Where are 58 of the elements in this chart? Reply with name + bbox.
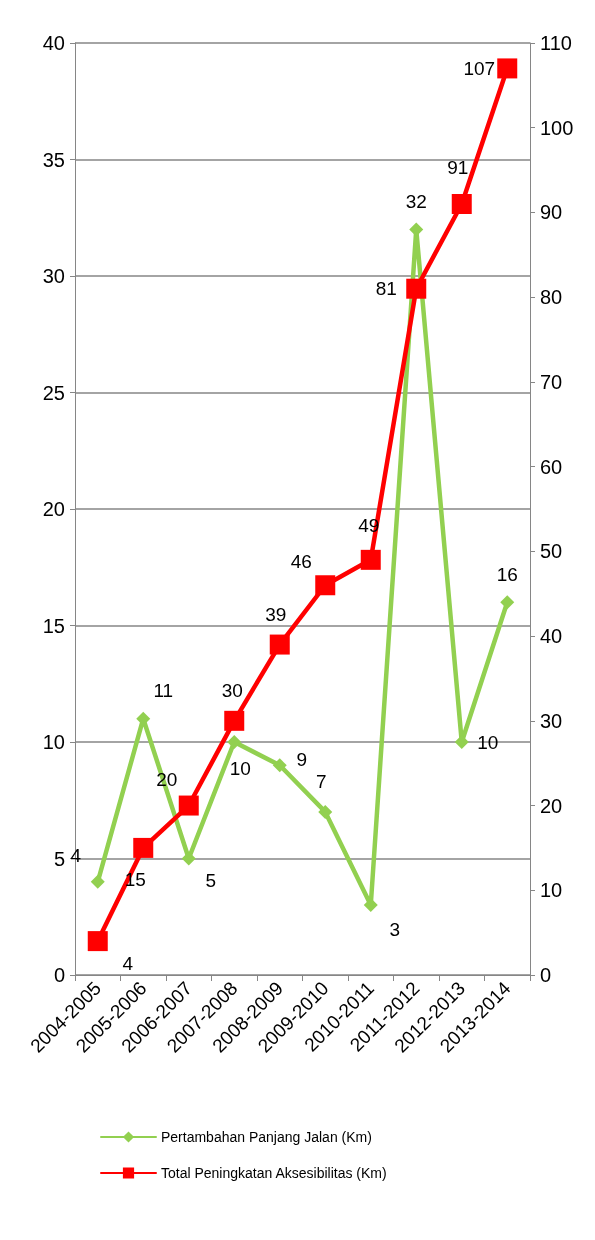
y2-tick-label: 20 (540, 794, 563, 817)
point (272, 758, 287, 773)
point (227, 735, 242, 749)
y2-tick-label: 90 (540, 201, 563, 224)
y-tick-label: 20 (42, 498, 65, 520)
y2-tick-label: 0 (540, 964, 552, 986)
y-tick-label: 25 (42, 381, 65, 404)
data-label: 107 (463, 57, 496, 79)
data-label: 4 (70, 845, 82, 867)
point (224, 710, 245, 731)
y2-tick-label: 80 (540, 286, 563, 309)
y-tick-label: 30 (42, 265, 65, 287)
point (451, 193, 472, 214)
y2-tick-label: 40 (540, 625, 563, 648)
point (454, 735, 469, 749)
point (178, 795, 199, 816)
data-label: 39 (265, 604, 287, 626)
y-tick-label: 0 (53, 964, 65, 986)
y-tick-label: 10 (42, 731, 65, 753)
data-label: 81 (375, 278, 397, 300)
y2-tick-label: 70 (540, 370, 563, 393)
data-label: 4 (122, 952, 134, 974)
data-label: 10 (229, 757, 251, 779)
data-label: 5 (205, 870, 217, 891)
data-label: 3 (389, 918, 401, 940)
y2-tick-label: 30 (540, 709, 563, 732)
y-tick-label: 40 (42, 32, 65, 54)
legend-label: Pertambahan Panjang Jalan (Km) (161, 1129, 372, 1145)
point (133, 837, 154, 858)
point (497, 58, 518, 79)
point (363, 898, 378, 913)
y-tick-label: 5 (53, 847, 65, 870)
point (318, 804, 333, 819)
point (181, 851, 196, 866)
data-label: 7 (315, 771, 327, 793)
y2-tick-label: 50 (540, 540, 563, 563)
data-label: 9 (296, 748, 308, 770)
y2-tick-label: 100 (540, 116, 574, 139)
point (360, 549, 381, 570)
point (269, 634, 290, 655)
point (315, 575, 336, 596)
data-label: 91 (447, 157, 469, 179)
data-label: 11 (153, 680, 174, 702)
y2-tick-label: 110 (540, 32, 572, 54)
data-label: 30 (221, 680, 243, 702)
data-label: 10 (477, 731, 499, 753)
point (500, 595, 515, 610)
data-label: 46 (290, 550, 312, 572)
point (90, 874, 105, 889)
y-tick-label: 15 (42, 614, 65, 637)
legend-label: Total Peningkatan Aksesibilitas (Km) (161, 1165, 387, 1181)
y2-tick-label: 10 (540, 879, 563, 902)
y2-tick-label: 60 (540, 455, 563, 478)
y-tick-label: 35 (42, 148, 65, 171)
data-label: 16 (496, 563, 518, 585)
point (406, 278, 427, 299)
point (87, 931, 108, 952)
data-label: 32 (405, 190, 427, 212)
